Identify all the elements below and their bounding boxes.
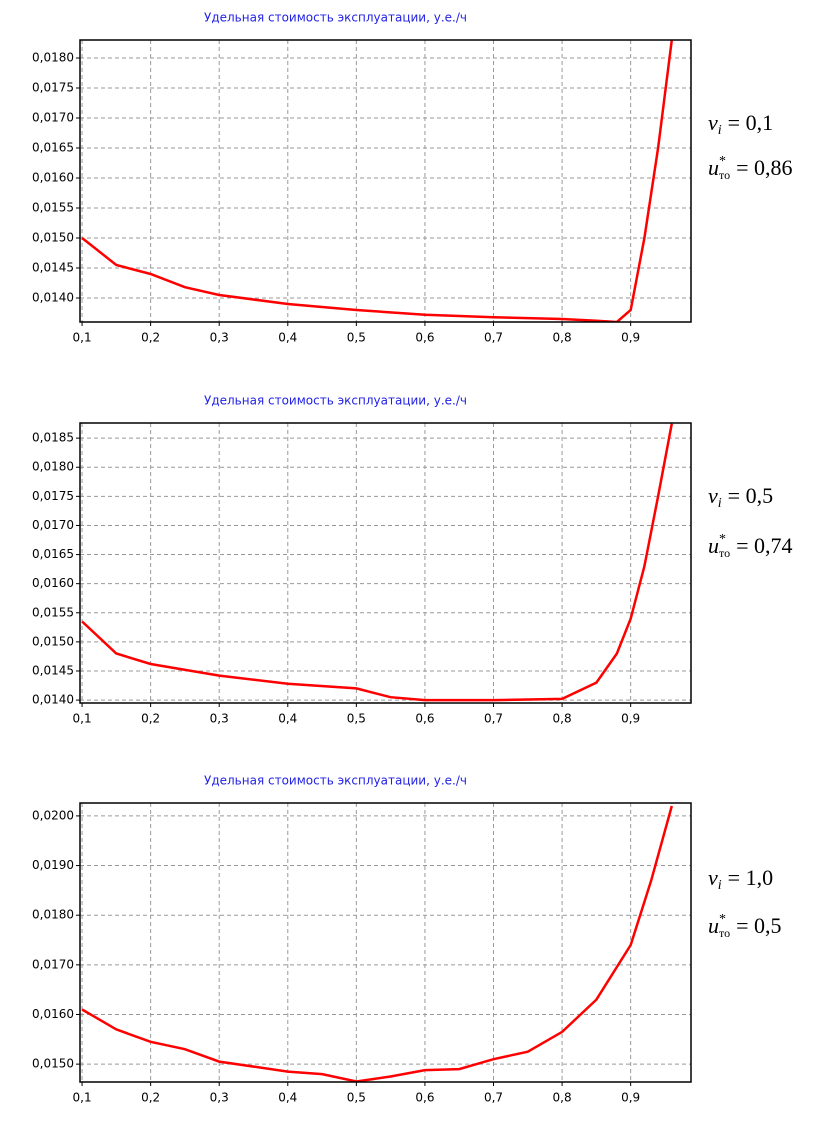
annotation: νi = 0,1 (708, 110, 773, 138)
y-tick-label: 0,0145 (32, 261, 74, 275)
subscript: то (719, 168, 730, 182)
x-tick-label: 0,6 (415, 712, 434, 726)
subscript: то (719, 926, 730, 940)
y-tick-label: 0,0185 (32, 431, 74, 445)
y-tick-label: 0,0170 (32, 111, 74, 125)
x-tick-label: 0,9 (621, 1091, 640, 1105)
x-tick-label: 0,4 (278, 712, 297, 726)
superscript: * (719, 912, 726, 927)
value: = 0,1 (728, 110, 773, 135)
symbol: ν (708, 483, 718, 508)
y-tick-label: 0,0200 (32, 808, 74, 822)
value: = 0,86 (736, 155, 792, 180)
x-tick-label: 0,5 (347, 1091, 366, 1105)
symbol: ν (708, 865, 718, 890)
subscript: i (718, 496, 722, 511)
y-tick-label: 0,0155 (32, 605, 74, 619)
y-tick-label: 0,0180 (32, 460, 74, 474)
y-tick-label: 0,0150 (32, 231, 74, 245)
plot-frame (79, 39, 692, 323)
symbol: u (708, 533, 719, 558)
x-tick-label: 0,1 (73, 712, 92, 726)
subscript: i (718, 123, 722, 138)
subscript: то (719, 546, 730, 560)
x-tick-label: 0,7 (484, 331, 503, 345)
value: = 0,74 (736, 533, 792, 558)
x-tick-label: 0,1 (73, 1091, 92, 1105)
symbol: u (708, 913, 719, 938)
y-tick-label: 0,0160 (32, 576, 74, 590)
chart-title: Удельная стоимость эксплуатации, у.е./ч (204, 11, 467, 25)
y-tick-label: 0,0160 (32, 171, 74, 185)
y-tick-label: 0,0170 (32, 518, 74, 532)
y-tick-label: 0,0175 (32, 489, 74, 503)
y-tick-label: 0,0145 (32, 663, 74, 677)
y-tick-label: 0,0170 (32, 957, 74, 971)
line-series (81, 40, 674, 322)
chart-title: Удельная стоимость эксплуатации, у.е./ч (204, 774, 467, 788)
superscript: * (719, 154, 726, 169)
plot-frame (79, 422, 692, 704)
x-tick-label: 0,5 (347, 712, 366, 726)
x-tick-label: 0,2 (141, 1091, 160, 1105)
symbol: ν (708, 110, 718, 135)
x-tick-label: 0,6 (415, 331, 434, 345)
x-tick-label: 0,2 (141, 712, 160, 726)
y-tick-label: 0,0190 (32, 858, 74, 872)
x-tick-label: 0,7 (484, 1091, 503, 1105)
x-tick-label: 0,6 (415, 1091, 434, 1105)
chart: Удельная стоимость эксплуатации, у.е./ч 0… (32, 394, 793, 726)
plot-area (80, 803, 691, 1082)
y-tick-label: 0,0140 (32, 291, 74, 305)
annotation: u* то = 0,86 (708, 154, 793, 182)
x-tick-label: 0,3 (210, 712, 229, 726)
y-tick-label: 0,0165 (32, 547, 74, 561)
y-tick-label: 0,0175 (32, 81, 74, 95)
value: = 0,5 (736, 913, 781, 938)
plot-area (80, 423, 691, 703)
y-tick-label: 0,0180 (32, 51, 74, 65)
value: = 0,5 (728, 483, 773, 508)
subscript: i (718, 878, 722, 893)
annotation: u* то = 0,5 (708, 912, 782, 940)
annotation: u* то = 0,74 (708, 532, 793, 560)
y-tick-label: 0,0160 (32, 1007, 74, 1021)
x-tick-label: 0,3 (210, 1091, 229, 1105)
symbol: u (708, 155, 719, 180)
y-tick-label: 0,0155 (32, 201, 74, 215)
annotation: νi = 0,5 (708, 483, 773, 511)
line-series (81, 423, 674, 702)
x-tick-label: 0,9 (621, 331, 640, 345)
y-tick-label: 0,0180 (32, 908, 74, 922)
y-tick-label: 0,0150 (32, 634, 74, 648)
x-tick-label: 0,2 (141, 331, 160, 345)
x-tick-label: 0,8 (553, 1091, 572, 1105)
value: = 1,0 (728, 865, 773, 890)
annotation: νi = 1,0 (708, 865, 773, 893)
x-tick-label: 0,8 (553, 331, 572, 345)
plot-area (80, 40, 691, 322)
y-tick-label: 0,0150 (32, 1057, 74, 1071)
plot-frame (79, 802, 692, 1083)
x-tick-label: 0,7 (484, 712, 503, 726)
x-tick-label: 0,9 (621, 712, 640, 726)
line-series (81, 805, 674, 1082)
superscript: * (719, 532, 726, 547)
x-tick-label: 0,4 (278, 331, 297, 345)
x-tick-label: 0,1 (73, 331, 92, 345)
chart: Удельная стоимость эксплуатации, у.е./ч 0… (32, 774, 782, 1105)
chart: Удельная стоимость эксплуатации, у.е./ч 0… (32, 11, 793, 345)
x-tick-label: 0,3 (210, 331, 229, 345)
y-tick-label: 0,0165 (32, 141, 74, 155)
x-tick-label: 0,8 (553, 712, 572, 726)
x-tick-label: 0,4 (278, 1091, 297, 1105)
x-tick-label: 0,5 (347, 331, 366, 345)
chart-title: Удельная стоимость эксплуатации, у.е./ч (204, 394, 467, 408)
y-tick-label: 0,0140 (32, 693, 74, 707)
